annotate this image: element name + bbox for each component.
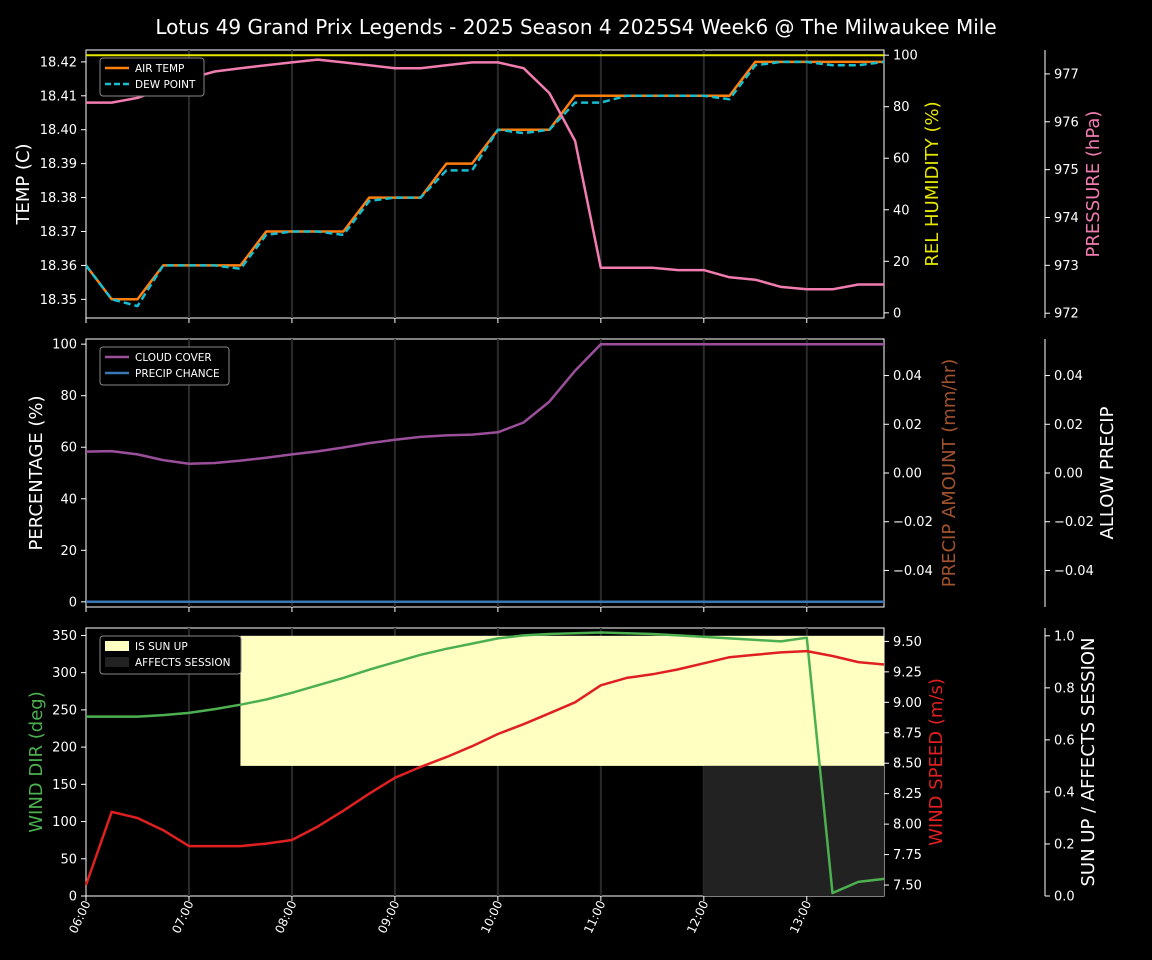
- y-tick-label: 18.35: [40, 293, 77, 308]
- y3-axis-label: SUN UP / AFFECTS SESSION: [1078, 637, 1099, 886]
- y2-tick-label: −0.04: [893, 564, 933, 579]
- y3-tick-label: 974: [1054, 211, 1079, 226]
- y3-tick-label: 0.8: [1054, 681, 1075, 696]
- legend-label: DEW POINT: [135, 79, 196, 91]
- y2-tick-label: 8.00: [893, 818, 922, 833]
- y-tick-label: 0: [69, 890, 77, 905]
- y-axis-label: TEMP (C): [13, 143, 34, 225]
- y-tick-label: 350: [52, 629, 77, 644]
- legend-box: [99, 635, 242, 675]
- y3-tick-label: 0.6: [1054, 733, 1075, 748]
- y2-tick-label: 0: [893, 306, 901, 321]
- legend-label: AIR TEMP: [135, 63, 184, 75]
- y2-axis-label: REL HUMIDITY (%): [922, 101, 943, 266]
- y2-tick-label: 40: [893, 203, 910, 218]
- y-axis-label: WIND DIR (deg): [26, 691, 47, 833]
- y2-tick-label: −0.02: [893, 515, 933, 530]
- y3-tick-label: 0.4: [1054, 785, 1075, 800]
- y3-tick-label: −0.04: [1054, 564, 1094, 579]
- chart-title: Lotus 49 Grand Prix Legends - 2025 Seaso…: [155, 15, 996, 39]
- y3-tick-label: 1.0: [1054, 629, 1075, 644]
- series-line-air-temp: [85, 60, 884, 301]
- legend-label: AFFECTS SESSION: [135, 657, 231, 669]
- y-tick-label: 18.37: [40, 225, 77, 240]
- y2-tick-label: 9.25: [893, 665, 922, 680]
- y3-tick-label: 0.02: [1054, 418, 1083, 433]
- y2-tick-label: 0.02: [893, 418, 922, 433]
- y-axis-label: PERCENTAGE (%): [26, 395, 47, 550]
- y2-tick-label: 8.75: [893, 726, 922, 741]
- y-tick-label: 18.40: [40, 123, 77, 138]
- legend-swatch: [105, 641, 129, 651]
- y2-tick-label: 7.75: [893, 848, 922, 863]
- y-tick-label: 250: [52, 703, 77, 718]
- y3-axis-label: PRESSURE (hPa): [1083, 111, 1104, 258]
- y3-tick-label: 0.00: [1054, 467, 1083, 482]
- y-tick-label: 100: [52, 338, 77, 353]
- y-tick-label: 0: [69, 595, 77, 610]
- band-sun-up: [240, 635, 885, 766]
- y3-tick-label: −0.02: [1054, 515, 1094, 530]
- y-tick-label: 50: [60, 852, 77, 867]
- y2-tick-label: 20: [893, 255, 910, 270]
- y3-tick-label: 0.0: [1054, 890, 1075, 905]
- y-tick-label: 300: [52, 666, 77, 681]
- y-tick-label: 18.38: [40, 191, 77, 206]
- y2-tick-label: 8.50: [893, 757, 922, 772]
- y3-tick-label: 973: [1054, 259, 1079, 274]
- y2-tick-label: 80: [893, 100, 910, 115]
- y2-tick-label: 9.00: [893, 696, 922, 711]
- legend-label: CLOUD COVER: [135, 352, 212, 364]
- legend-box: [99, 346, 230, 386]
- y-tick-label: 18.42: [40, 55, 77, 70]
- y2-tick-label: 100: [893, 49, 918, 64]
- legend-label: PRECIP CHANCE: [135, 368, 220, 380]
- y-tick-label: 150: [52, 778, 77, 793]
- y3-tick-label: 0.04: [1054, 369, 1083, 384]
- y-tick-label: 18.41: [40, 89, 77, 104]
- y3-axis-label: ALLOW PRECIP: [1097, 406, 1118, 539]
- series-line-pressure: [86, 58, 884, 291]
- y2-axis-label: PRECIP AMOUNT (mm/hr): [939, 359, 960, 588]
- series-line-wind-speed: [84, 649, 885, 886]
- y-tick-label: 18.39: [40, 157, 77, 172]
- series-line-cloud-cover: [85, 342, 884, 465]
- y-tick-label: 100: [52, 815, 77, 830]
- y3-tick-label: 975: [1054, 163, 1079, 178]
- y-tick-label: 20: [60, 544, 77, 559]
- y3-tick-label: 0.2: [1054, 837, 1075, 852]
- legend-swatch: [105, 657, 129, 667]
- y2-tick-label: 7.50: [893, 879, 922, 894]
- y2-tick-label: 0.00: [893, 467, 922, 482]
- y2-tick-label: 60: [893, 152, 910, 167]
- band-affects-session: [703, 765, 884, 896]
- y3-tick-label: 976: [1054, 115, 1079, 130]
- legend-label: IS SUN UP: [135, 641, 188, 653]
- y2-tick-label: 0.04: [893, 369, 922, 384]
- y2-tick-label: 8.25: [893, 787, 922, 802]
- y-tick-label: 60: [60, 441, 77, 456]
- y-tick-label: 18.36: [40, 259, 77, 274]
- y-tick-label: 80: [60, 389, 77, 404]
- y3-tick-label: 977: [1054, 67, 1079, 82]
- series-line-wind-dir: [86, 631, 885, 895]
- y2-axis-label: WIND SPEED (m/s): [926, 678, 947, 846]
- y-tick-label: 40: [60, 492, 77, 507]
- y-tick-label: 200: [52, 741, 77, 756]
- series-line-dew-point: [85, 60, 885, 308]
- plot-area-1: [85, 49, 885, 319]
- y3-tick-label: 972: [1054, 307, 1079, 322]
- y2-tick-label: 9.50: [893, 635, 922, 650]
